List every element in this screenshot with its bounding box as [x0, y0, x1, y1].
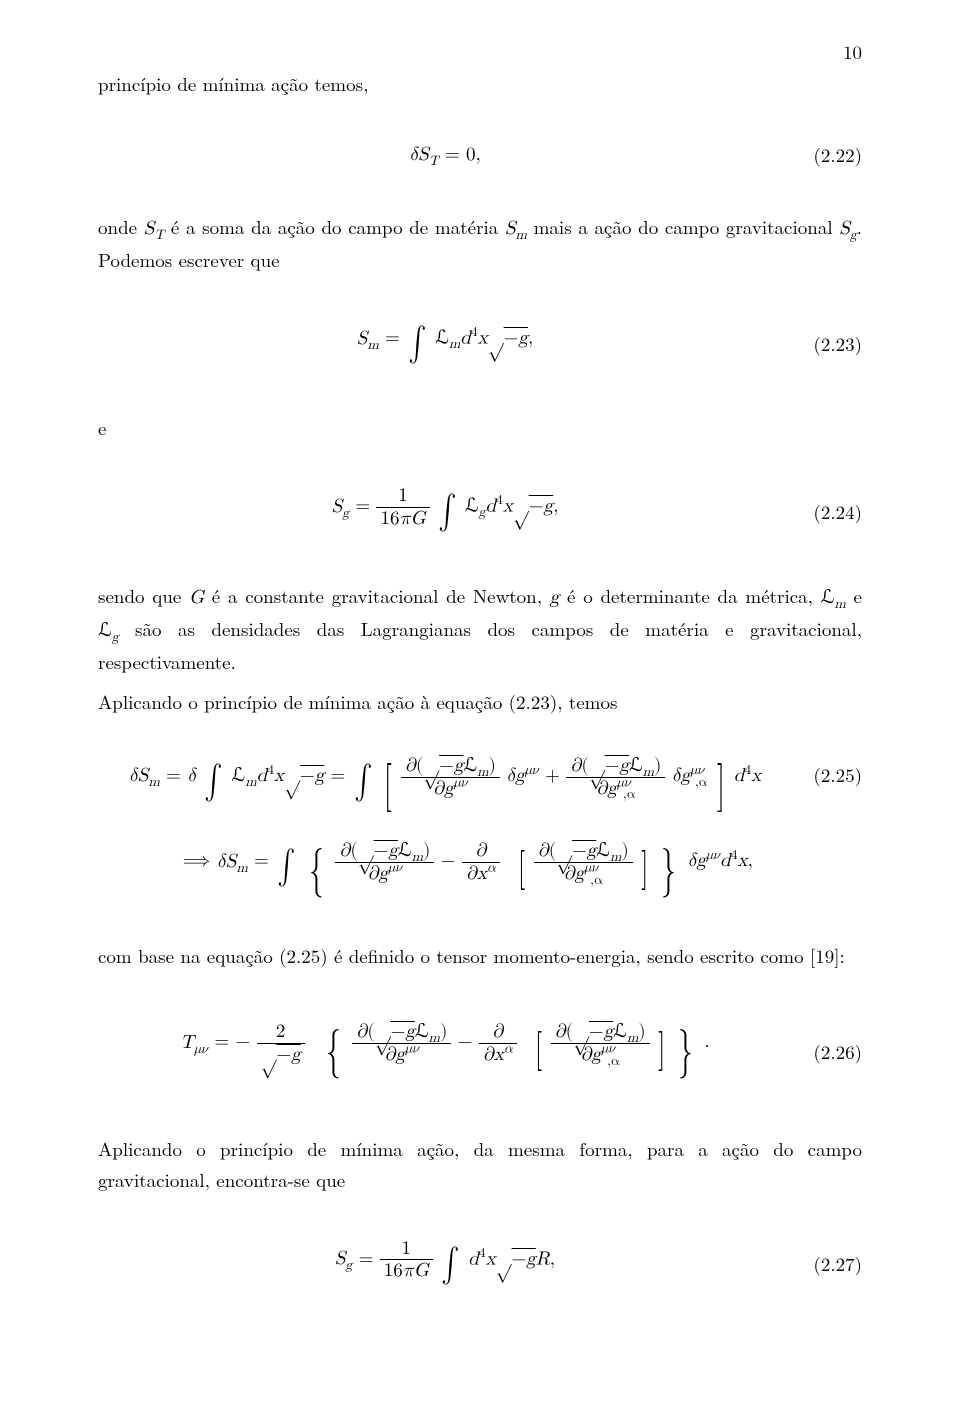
paragraph-3: e	[98, 412, 862, 443]
equation-2-26: Tμν = − 2 √−g { ∂(√−gℒm) ∂gμν − ∂ ∂xα [ …	[98, 1011, 862, 1093]
paragraph-5: Aplicando o princípio de mínima ação à e…	[98, 686, 862, 717]
equation-body: Sg = 116πG ∫ ℒgd4x√−g,	[98, 483, 792, 539]
equation-2-22: δST = 0, (2.22)	[98, 139, 862, 170]
paragraph-2: onde ST é a soma da ação do campo de mat…	[98, 211, 862, 276]
equation-2-23: Sm = ∫ ℒmd4x√−g, (2.23)	[98, 315, 862, 371]
equation-body: δST = 0,	[98, 139, 792, 170]
equation-2-25: δSm = δ ∫ ℒmd4x√−g = ∫ [ ∂(√−gℒm) ∂gμν δ…	[98, 741, 862, 916]
equation-2-27: Sg = 116πG ∫ d4x√−gR, (2.27)	[98, 1236, 862, 1292]
paragraph-7: Aplicando o princípio de mínima ação, da…	[98, 1133, 862, 1196]
equation-number: (2.25)	[792, 759, 862, 790]
page-number: 10	[843, 36, 862, 67]
equation-number: (2.26)	[792, 1036, 862, 1067]
equation-number: (2.27)	[792, 1248, 862, 1279]
equation-body: Sm = ∫ ℒmd4x√−g,	[98, 315, 792, 371]
paragraph-4: sendo que G é a constante gravitacional …	[98, 580, 862, 678]
equation-number: (2.24)	[792, 496, 862, 527]
equation-body: Tμν = − 2 √−g { ∂(√−gℒm) ∂gμν − ∂ ∂xα [ …	[98, 1011, 792, 1093]
equation-2-24: Sg = 116πG ∫ ℒgd4x√−g, (2.24)	[98, 483, 862, 539]
paragraph-1: princípio de mínima ação temos,	[98, 68, 862, 99]
equation-body: Sg = 116πG ∫ d4x√−gR,	[98, 1236, 792, 1292]
equation-number: (2.23)	[792, 328, 862, 359]
paragraph-6: com base na equação (2.25) é definido o …	[98, 940, 862, 971]
equation-number: (2.22)	[792, 139, 862, 170]
equation-body: δSm = δ ∫ ℒmd4x√−g = ∫ [ ∂(√−gℒm) ∂gμν δ…	[98, 741, 792, 916]
page: 10 princípio de mínima ação temos, δST =…	[0, 0, 960, 1402]
